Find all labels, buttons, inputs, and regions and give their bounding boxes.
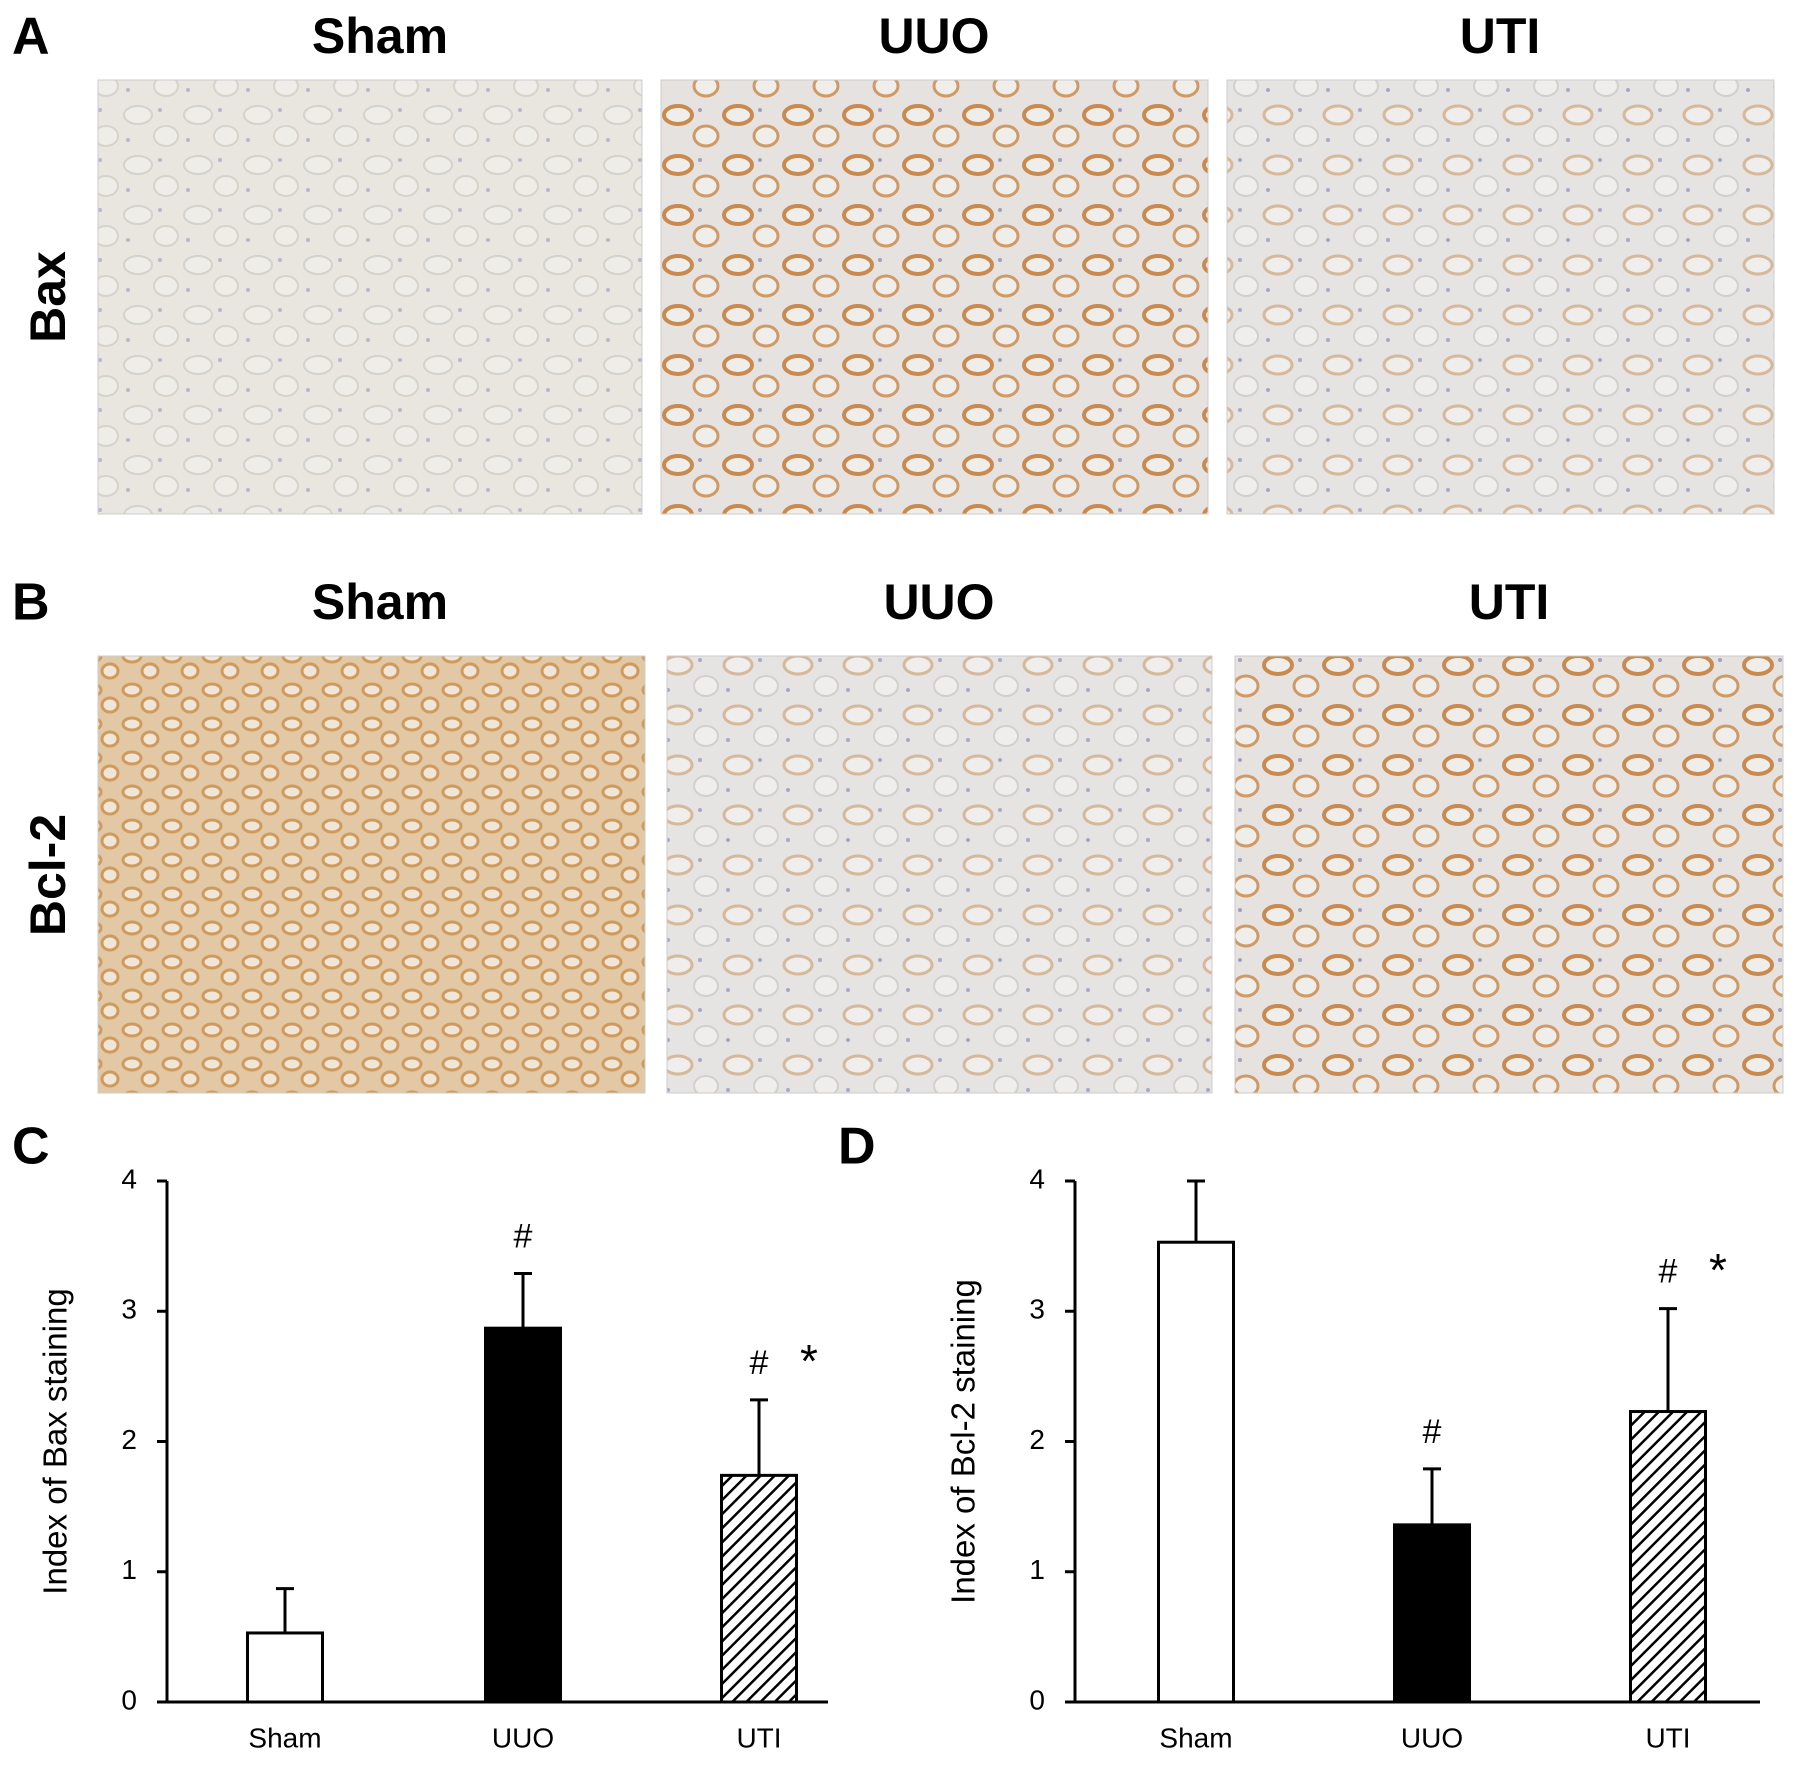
x-tick-label: UTI	[736, 1722, 781, 1753]
significance-marker: *	[800, 1335, 818, 1387]
significance-marker: #	[1423, 1413, 1442, 1451]
y-tick-label: 0	[1029, 1684, 1045, 1715]
column-header: UUO	[878, 8, 989, 64]
bar	[1629, 1410, 1707, 1704]
y-tick-label: 1	[121, 1554, 137, 1585]
x-tick-label: Sham	[248, 1722, 321, 1753]
bar	[246, 1631, 324, 1704]
y-axis-label: Index of Bcl-2 staining	[945, 1279, 982, 1604]
x-tick-label: UUO	[1401, 1722, 1463, 1753]
significance-marker: #	[750, 1344, 769, 1382]
micrograph	[1226, 79, 1775, 515]
y-tick-label: 3	[121, 1294, 137, 1325]
column-header: Sham	[312, 574, 448, 630]
column-header: UUO	[883, 574, 994, 630]
y-tick-label: 0	[121, 1684, 137, 1715]
x-tick-label: UUO	[492, 1722, 554, 1753]
x-tick-label: UTI	[1645, 1722, 1690, 1753]
row-label: Bax	[20, 251, 76, 343]
y-axis-label: Index of Bax staining	[37, 1288, 74, 1594]
y-tick-label: 4	[1029, 1163, 1045, 1194]
bar	[1393, 1523, 1471, 1704]
y-tick-label: 2	[1029, 1424, 1045, 1455]
micrograph	[660, 79, 1209, 515]
y-tick-label: 3	[1029, 1294, 1045, 1325]
significance-marker: #	[514, 1217, 533, 1255]
column-header: UTI	[1460, 8, 1541, 64]
bar	[1157, 1240, 1235, 1704]
significance-marker: #	[1659, 1253, 1678, 1291]
panel-label: D	[838, 1118, 876, 1176]
micrograph	[97, 79, 643, 515]
micrograph	[97, 655, 646, 1094]
y-tick-label: 1	[1029, 1554, 1045, 1585]
row-label: Bcl-2	[20, 814, 76, 936]
column-header: Sham	[312, 8, 448, 64]
y-tick-label: 4	[121, 1163, 137, 1194]
bar	[484, 1326, 562, 1704]
panel-label: C	[12, 1118, 50, 1176]
micrographs	[97, 79, 1784, 1094]
column-header: UTI	[1469, 574, 1550, 630]
significance-marker: *	[1709, 1244, 1727, 1296]
y-tick-label: 2	[121, 1424, 137, 1455]
micrograph	[666, 655, 1213, 1094]
panel-label: B	[12, 574, 50, 632]
x-tick-label: Sham	[1159, 1722, 1232, 1753]
bar	[720, 1473, 798, 1704]
micrograph	[1234, 655, 1784, 1094]
panel-label: A	[12, 8, 50, 66]
